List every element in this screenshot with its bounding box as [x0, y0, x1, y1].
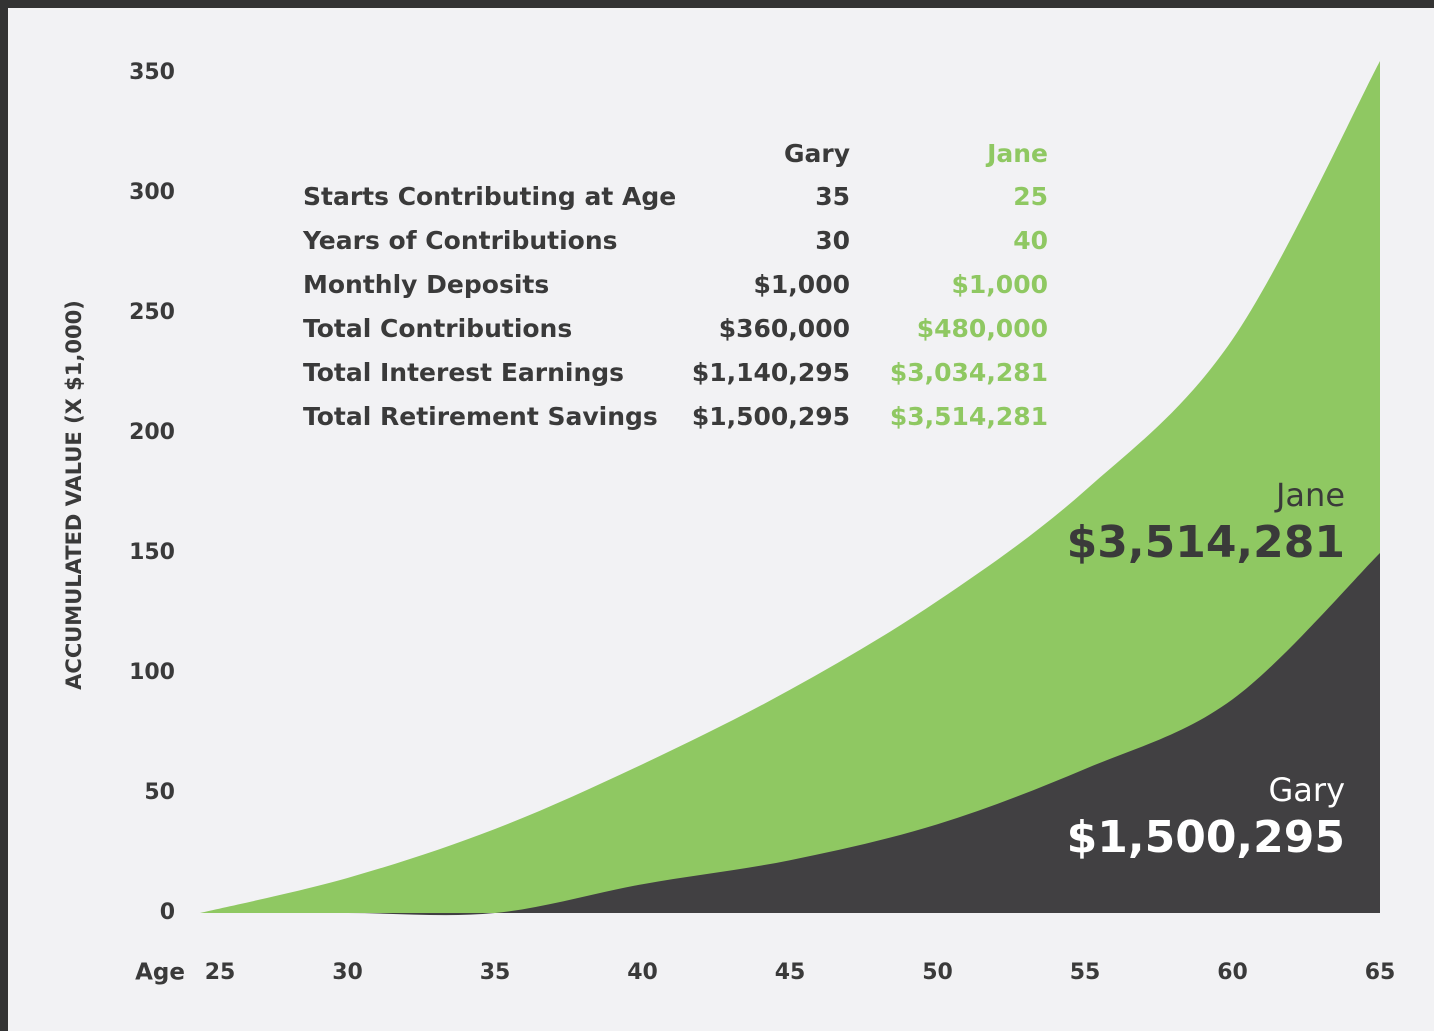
- x-axis-label: Age: [135, 960, 185, 986]
- x-tick-label: 65: [1365, 960, 1396, 985]
- table-cell: 35: [815, 182, 850, 211]
- table-row-label: Years of Contributions: [302, 226, 618, 255]
- x-tick-label: 50: [922, 960, 953, 985]
- table-cell: $1,500,295: [692, 402, 850, 431]
- area: [200, 553, 1380, 916]
- table-cell: $480,000: [917, 314, 1048, 343]
- y-tick-label: 100: [129, 660, 175, 685]
- y-axis-label: ACCUMULATED VALUE (X $1,000): [62, 300, 86, 690]
- x-tick-label: 60: [1217, 960, 1248, 985]
- annotation-name: Jane: [1274, 476, 1345, 514]
- annotation-amount: $3,514,281: [1067, 517, 1345, 568]
- x-tick-label: 30: [332, 960, 363, 985]
- y-tick-label: 200: [129, 420, 175, 445]
- table-row-label: Total Retirement Savings: [303, 402, 658, 431]
- table-cell: 40: [1013, 226, 1048, 255]
- y-tick-label: 250: [129, 300, 175, 325]
- table-cell: $3,514,281: [890, 402, 1048, 431]
- x-tick-label: 40: [627, 960, 658, 985]
- table-cell: 25: [1013, 182, 1048, 211]
- y-tick-label: 150: [129, 540, 175, 565]
- y-tick-label: 0: [160, 900, 175, 925]
- table-cell: $1,140,295: [692, 358, 850, 387]
- x-tick-label: 35: [480, 960, 511, 985]
- area: [200, 61, 1380, 913]
- table-cell: 30: [815, 226, 850, 255]
- table-row-label: Total Interest Earnings: [303, 358, 624, 387]
- y-tick-label: 50: [144, 780, 175, 805]
- x-tick-label: 55: [1070, 960, 1101, 985]
- y-tick-label: 300: [129, 180, 175, 205]
- annotation-name: Gary: [1269, 771, 1346, 809]
- x-tick-label: 25: [205, 960, 236, 985]
- table-header: Gary: [784, 139, 850, 168]
- x-tick-label: 45: [775, 960, 806, 985]
- table-cell: $3,034,281: [890, 358, 1048, 387]
- table-cell: $360,000: [719, 314, 850, 343]
- table-row-label: Starts Contributing at Age: [303, 182, 676, 211]
- table-row-label: Total Contributions: [303, 314, 572, 343]
- table-cell: $1,000: [754, 270, 850, 299]
- table-row-label: Monthly Deposits: [303, 270, 549, 299]
- table-header: Jane: [985, 139, 1048, 168]
- annotation-amount: $1,500,295: [1067, 812, 1345, 863]
- y-tick-label: 350: [129, 60, 175, 85]
- table-cell: $1,000: [952, 270, 1048, 299]
